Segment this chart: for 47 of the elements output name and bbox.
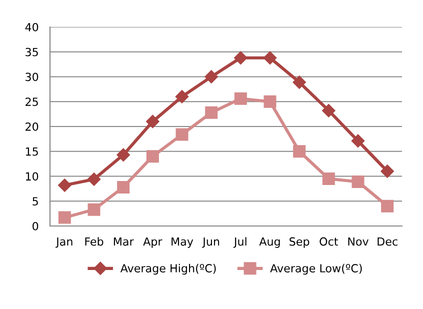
point	[322, 104, 336, 118]
y-tick-label: 35	[26, 48, 38, 56]
point	[146, 114, 160, 128]
x-tick-label: Apr	[143, 237, 162, 248]
x-tick-label: Jan	[56, 237, 72, 248]
y-tick-label: 25	[26, 98, 38, 106]
point	[234, 51, 248, 64]
point	[88, 203, 100, 216]
point	[380, 164, 394, 178]
legend-label: Average High(ºC)	[120, 264, 216, 275]
point	[352, 175, 364, 188]
point	[264, 95, 276, 108]
point	[205, 106, 218, 119]
x-tick-label: Jul	[233, 237, 246, 248]
point	[117, 180, 130, 194]
x-tick-label: Jun	[202, 237, 220, 248]
y-tick-label: 40	[25, 22, 38, 32]
point	[58, 211, 71, 224]
x-tick-label: Sep	[290, 237, 310, 248]
y-tick-label: 15	[26, 147, 38, 156]
point	[176, 128, 188, 141]
point	[116, 148, 130, 162]
point	[175, 90, 189, 104]
y-tick-label: 0	[32, 222, 38, 230]
y-tick-label: 20	[26, 122, 38, 131]
x-tick-label: Mar	[114, 237, 134, 246]
legend-label: Average Low(ºC)	[270, 264, 362, 275]
point	[263, 51, 277, 64]
point	[293, 145, 306, 158]
y-tick-label: 5	[32, 197, 38, 206]
point	[234, 92, 247, 105]
point	[146, 150, 159, 163]
point	[381, 200, 394, 212]
point	[87, 172, 101, 186]
x-tick-label: Feb	[85, 237, 104, 246]
point	[58, 178, 72, 192]
x-tick-label: Oct	[320, 237, 338, 246]
y-tick-label: 10	[26, 172, 38, 181]
x-tick-label: Aug	[259, 237, 280, 248]
point	[322, 172, 335, 185]
point	[204, 70, 218, 84]
x-tick-label: Dec	[378, 237, 398, 246]
point	[351, 134, 365, 148]
x-tick-label: May	[172, 237, 194, 248]
y-tick-label: 30	[26, 72, 38, 82]
point	[292, 76, 306, 89]
x-tick-label: Nov	[348, 237, 369, 246]
